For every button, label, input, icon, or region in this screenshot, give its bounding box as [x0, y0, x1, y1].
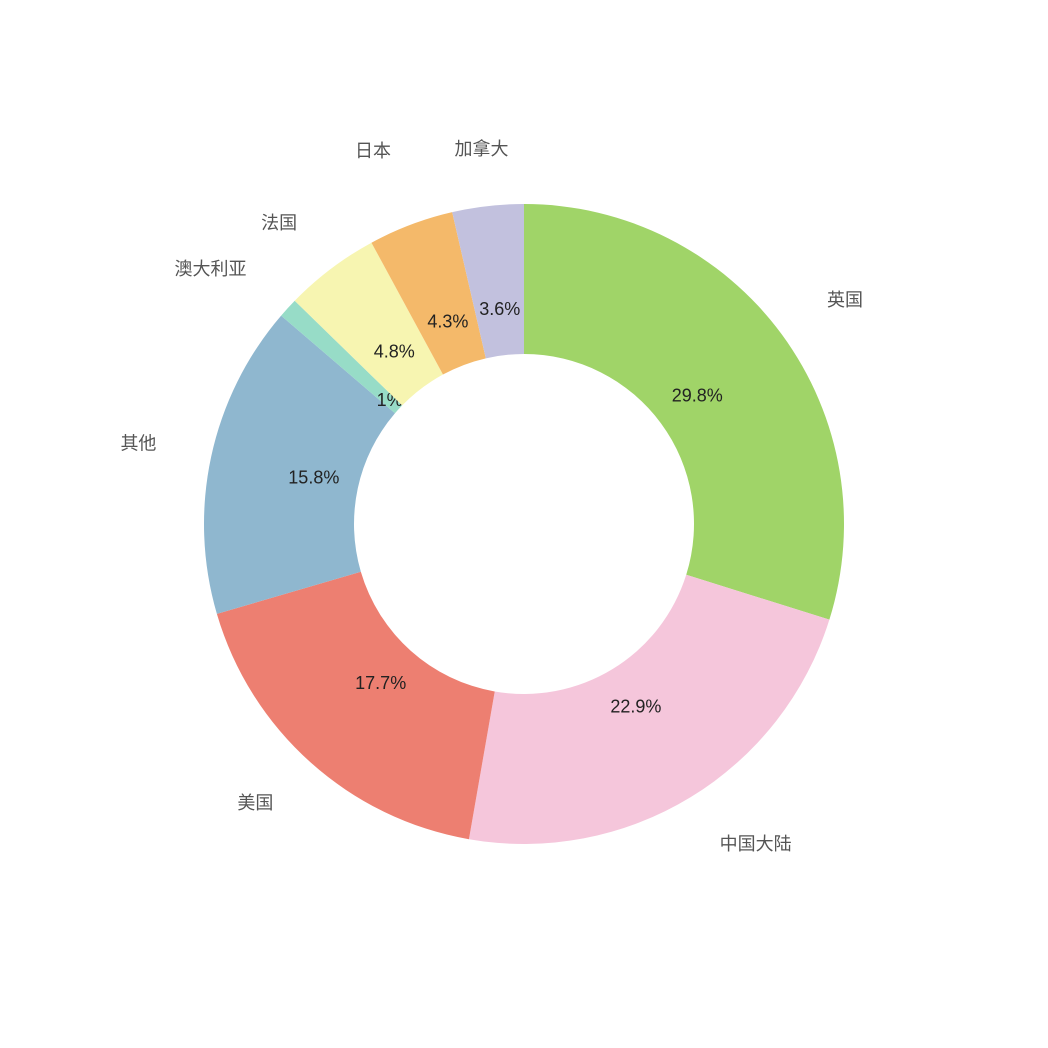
slice-category-label: 澳大利亚 — [174, 259, 246, 279]
slice-pct-label: 15.8% — [288, 467, 339, 487]
slice-category-label: 其他 — [120, 434, 156, 454]
slice-pct-label: 17.7% — [355, 673, 406, 693]
slice-category-label: 美国 — [237, 793, 273, 813]
slice-category-label: 法国 — [261, 213, 297, 233]
donut-slice — [524, 204, 844, 620]
slice-category-label: 英国 — [827, 290, 863, 310]
slice-pct-label: 3.6% — [479, 299, 520, 319]
slice-pct-label: 4.8% — [374, 341, 415, 361]
slice-pct-label: 22.9% — [610, 696, 661, 716]
slice-category-label: 中国大陆 — [720, 834, 792, 854]
slice-pct-label: 29.8% — [672, 385, 723, 405]
slice-pct-label: 4.3% — [427, 312, 468, 332]
slice-category-label: 日本 — [355, 141, 391, 161]
slice-category-label: 加拿大 — [455, 138, 509, 159]
donut-chart: 29.8%22.9%17.7%15.8%1%4.8%4.3%3.6%加拿大日本法… — [0, 0, 1048, 1048]
